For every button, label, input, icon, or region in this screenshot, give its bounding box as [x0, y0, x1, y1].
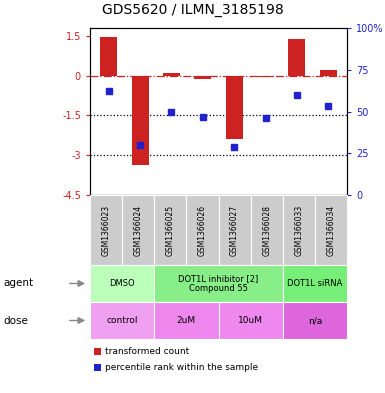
Bar: [288, 39, 305, 76]
Text: GSM1366033: GSM1366033: [294, 204, 303, 255]
Text: GSM1366023: GSM1366023: [102, 204, 110, 255]
Text: 10uM: 10uM: [238, 316, 263, 325]
Text: 2uM: 2uM: [177, 316, 196, 325]
Text: control: control: [106, 316, 138, 325]
Text: DMSO: DMSO: [109, 279, 135, 288]
Text: DOT1L siRNA: DOT1L siRNA: [287, 279, 343, 288]
Text: GSM1366034: GSM1366034: [326, 204, 335, 255]
Text: GDS5620 / ILMN_3185198: GDS5620 / ILMN_3185198: [102, 3, 283, 17]
Bar: [257, 76, 274, 77]
Text: n/a: n/a: [308, 316, 322, 325]
Text: GSM1366026: GSM1366026: [198, 204, 207, 255]
Bar: [100, 37, 117, 76]
Text: GSM1366024: GSM1366024: [134, 204, 143, 255]
Text: transformed count: transformed count: [105, 347, 189, 356]
Text: dose: dose: [4, 316, 29, 325]
Bar: [163, 73, 180, 76]
Text: DOT1L inhibitor [2]
Compound 55: DOT1L inhibitor [2] Compound 55: [178, 274, 259, 293]
Bar: [194, 76, 211, 79]
Text: agent: agent: [4, 279, 34, 288]
Text: GSM1366025: GSM1366025: [166, 204, 175, 255]
Text: GSM1366028: GSM1366028: [262, 204, 271, 255]
Bar: [320, 70, 337, 76]
Text: percentile rank within the sample: percentile rank within the sample: [105, 363, 258, 372]
Bar: [132, 76, 149, 165]
Bar: [226, 76, 243, 140]
Text: GSM1366027: GSM1366027: [230, 204, 239, 255]
